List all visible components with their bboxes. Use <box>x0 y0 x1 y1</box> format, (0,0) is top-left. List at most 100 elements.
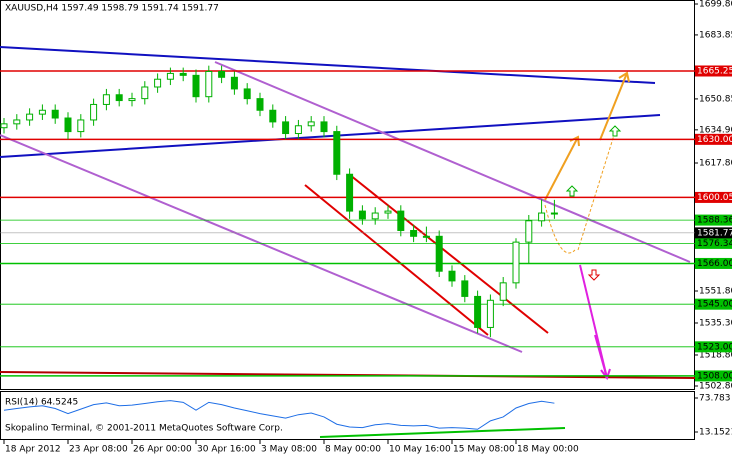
level-box <box>695 298 732 310</box>
up-arrow <box>565 185 579 197</box>
candle-body <box>525 220 533 243</box>
down-arrow <box>587 269 601 281</box>
arrow <box>594 334 608 379</box>
up-arrow <box>608 125 622 137</box>
level-label: 1508.00 <box>697 371 732 381</box>
candle-body <box>26 113 34 121</box>
candle-body <box>550 212 558 215</box>
x-tick-label: 10 May 16:00 <box>389 445 451 455</box>
channel-line <box>304 184 489 336</box>
candle-body <box>333 131 341 175</box>
x-tick-label: 18 May 00:00 <box>517 445 579 455</box>
y-tick-label: 1683.85 <box>699 30 732 40</box>
candle-body <box>486 299 494 328</box>
x-tick-label: 15 May 08:00 <box>453 445 515 455</box>
candle-body <box>205 70 213 98</box>
candle-body <box>64 117 72 133</box>
candle-body <box>282 121 290 135</box>
candle-body <box>77 119 85 133</box>
trend-lines <box>0 46 696 438</box>
last-price: 1581.77 <box>697 228 732 238</box>
trend-line <box>0 371 696 379</box>
level-label: 1665.25 <box>697 66 732 76</box>
level-label: 1523.00 <box>697 342 732 352</box>
last-price-box <box>695 227 732 239</box>
footer: Skopalino Terminal, © 2001-2011 MetaQuot… <box>5 424 283 434</box>
candle-body <box>90 103 98 121</box>
candle-body <box>384 210 392 214</box>
y-tick-label: 1502.80 <box>699 382 732 392</box>
x-tick-label: 18 Apr 2012 <box>5 445 61 455</box>
x-tick-label: 23 Apr 08:00 <box>69 445 128 455</box>
level-box <box>695 257 732 269</box>
candle-body <box>294 125 302 135</box>
y-tick-label: 1518.80 <box>699 350 732 360</box>
candle-body <box>422 235 430 238</box>
y-tick-label: 1551.80 <box>699 286 732 296</box>
rsi-trend <box>319 427 566 438</box>
level-label: 1576.34 <box>697 239 732 249</box>
candle-body <box>448 270 456 282</box>
level-box <box>695 65 732 77</box>
rsi-tick-label: 13.1521 <box>699 428 732 438</box>
candle-body <box>154 78 162 88</box>
level-label: 1630.00 <box>697 135 732 145</box>
candle-body <box>0 123 8 129</box>
level-label: 1566.00 <box>697 259 732 269</box>
trend-line <box>214 61 691 263</box>
x-tick-label: 26 Apr 00:00 <box>133 445 192 455</box>
candle-body <box>461 280 469 297</box>
rsi-line <box>3 400 555 430</box>
projection <box>577 131 616 251</box>
candle-body <box>269 109 277 123</box>
chart-title: XAUUSD,H4 1597.49 1598.79 1591.74 1591.7… <box>5 4 219 14</box>
x-tick-label: 3 May 08:00 <box>261 445 317 455</box>
level-box <box>695 191 732 203</box>
arrow-head <box>618 71 630 83</box>
candle-body <box>230 76 238 90</box>
level-label: 1588.36 <box>697 216 732 226</box>
candle-body <box>38 109 46 115</box>
candle-body <box>358 210 366 220</box>
level-box <box>695 341 732 353</box>
price-panel <box>0 0 695 390</box>
channel-line <box>349 174 549 334</box>
y-tick-label: 1617.80 <box>699 159 732 169</box>
candle-body <box>13 119 21 125</box>
candle-body <box>141 86 149 100</box>
candle-body <box>538 212 546 222</box>
arrow <box>544 136 579 201</box>
rsi-panel <box>0 391 695 440</box>
candle-body <box>115 94 123 102</box>
candle-body <box>346 173 354 212</box>
y-tick-label: 1699.80 <box>699 0 732 9</box>
candle-body <box>243 88 251 100</box>
candle-body <box>435 235 443 272</box>
x-tick-label: 30 Apr 16:00 <box>197 445 256 455</box>
arrow-head <box>600 368 611 381</box>
y-tick-label: 1634.90 <box>699 125 732 135</box>
trend-line <box>0 114 661 158</box>
arrow <box>599 72 628 141</box>
trend-line <box>0 46 656 84</box>
rsi-label: RSI(14) 64.5245 <box>5 398 78 408</box>
candle-body <box>320 121 328 133</box>
candle-body <box>128 98 136 102</box>
candle-body <box>410 229 418 237</box>
candle-body <box>179 72 187 76</box>
candle-body <box>256 98 264 111</box>
candle-body <box>499 282 507 301</box>
candle-body <box>102 94 110 105</box>
level-label: 1545.00 <box>697 300 732 310</box>
x-tick-label: 8 May 00:00 <box>325 445 381 455</box>
y-tick-label: 1535.30 <box>699 318 732 328</box>
candle-body <box>218 70 226 78</box>
level-box <box>695 370 732 382</box>
candle-body <box>397 210 405 231</box>
y-tick-label: 1650.85 <box>699 94 732 104</box>
level-box <box>695 214 732 226</box>
candle-body <box>474 295 482 328</box>
projection <box>544 204 576 254</box>
candle-body <box>192 74 200 98</box>
